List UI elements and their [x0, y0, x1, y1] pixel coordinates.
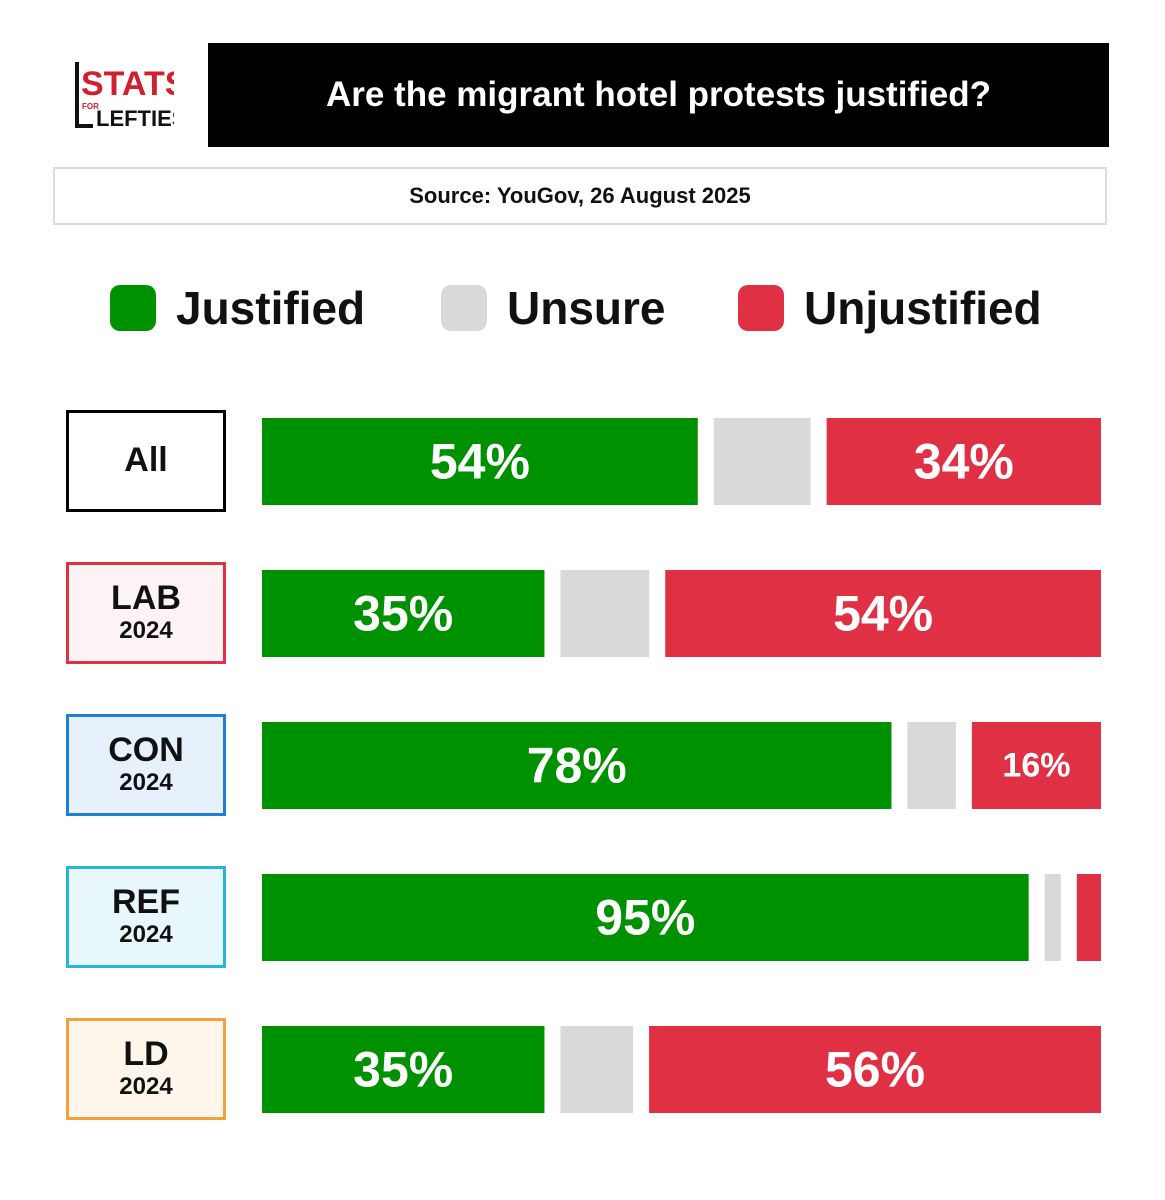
bar-justified-ld — [262, 1026, 545, 1113]
row-label-lab: LAB 2024 — [66, 562, 226, 664]
legend-item-unjustified: Unjustified — [738, 282, 1042, 334]
legend-label-unjustified: Unjustified — [804, 282, 1042, 334]
legend-swatch-unsure — [441, 285, 487, 331]
row-label-ld: LD 2024 — [66, 1018, 226, 1120]
bar-justified-con — [262, 722, 892, 809]
legend-item-unsure: Unsure — [441, 282, 666, 334]
row-label-con: CON 2024 — [66, 714, 226, 816]
row-label-name: CON — [108, 731, 184, 770]
bar-unjustified-lab — [665, 570, 1101, 657]
data-label-unjustified-lab: 54% — [833, 586, 933, 642]
data-label-justified-ld: 35% — [353, 1042, 453, 1098]
bar-unjustified-all — [826, 418, 1101, 505]
row-label-year: 2024 — [119, 769, 173, 797]
bar-unsure-con — [907, 722, 956, 809]
logo-line2: LEFTIES — [96, 106, 174, 130]
bar-unsure-ld — [560, 1026, 634, 1113]
row-label-ref: REF 2024 — [66, 866, 226, 968]
bar-unjustified-ld — [649, 1026, 1101, 1113]
data-label-unjustified-ld: 56% — [825, 1042, 925, 1098]
bar-unjustified-ref — [1076, 874, 1101, 961]
row-label-name: LD — [123, 1035, 169, 1074]
data-label-justified-ref: 95% — [595, 890, 695, 946]
bar-unsure-all — [713, 418, 811, 505]
bar-justified-all — [262, 418, 698, 505]
row-label-year: 2024 — [119, 1073, 173, 1101]
data-label-justified-all: 54% — [430, 434, 530, 490]
bar-unsure-lab — [560, 570, 650, 657]
row-label-year: 2024 — [119, 921, 173, 949]
legend-swatch-justified — [110, 285, 156, 331]
row-label-name: All — [124, 441, 168, 480]
logo-line1: STATS — [81, 65, 174, 103]
data-label-justified-con: 78% — [527, 738, 627, 794]
chart-title: Are the migrant hotel protests justified… — [208, 43, 1109, 147]
legend-item-justified: Justified — [110, 282, 366, 334]
data-label-unjustified-con: 16% — [1002, 747, 1070, 785]
row-label-all: All — [66, 410, 226, 512]
bar-unsure-ref — [1044, 874, 1061, 961]
legend: Justified Unsure Unjustified — [0, 282, 1165, 334]
row-label-name: LAB — [111, 579, 181, 618]
data-label-unjustified-all: 34% — [914, 434, 1014, 490]
logo-small: FOR — [82, 102, 99, 111]
bar-unjustified-con — [971, 722, 1101, 809]
bar-justified-lab — [262, 570, 545, 657]
chart-source: Source: YouGov, 26 August 2025 — [53, 167, 1107, 225]
row-label-year: 2024 — [119, 617, 173, 645]
row-label-name: REF — [112, 883, 180, 922]
stats-for-lefties-logo: STATS FOR LEFTIES — [74, 62, 187, 131]
legend-label-unsure: Unsure — [507, 282, 666, 334]
legend-label-justified: Justified — [176, 282, 366, 334]
bar-justified-ref — [262, 874, 1029, 961]
legend-swatch-unjustified — [738, 285, 784, 331]
data-label-justified-lab: 35% — [353, 586, 453, 642]
